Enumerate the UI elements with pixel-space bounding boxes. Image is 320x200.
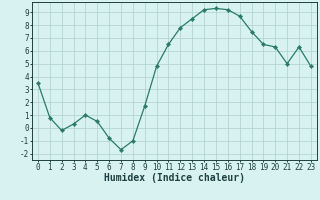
X-axis label: Humidex (Indice chaleur): Humidex (Indice chaleur) xyxy=(104,173,245,183)
